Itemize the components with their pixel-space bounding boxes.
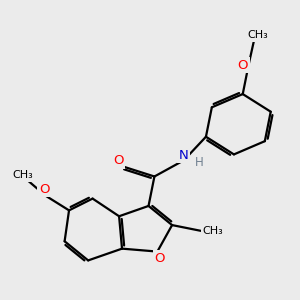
Text: O: O — [39, 183, 49, 196]
Text: O: O — [113, 154, 124, 167]
Text: H: H — [195, 156, 203, 169]
Text: N: N — [178, 148, 188, 161]
Text: CH₃: CH₃ — [12, 170, 33, 180]
Text: CH₃: CH₃ — [247, 30, 268, 40]
Text: O: O — [154, 252, 165, 265]
Text: O: O — [238, 59, 248, 72]
Text: CH₃: CH₃ — [202, 226, 223, 236]
